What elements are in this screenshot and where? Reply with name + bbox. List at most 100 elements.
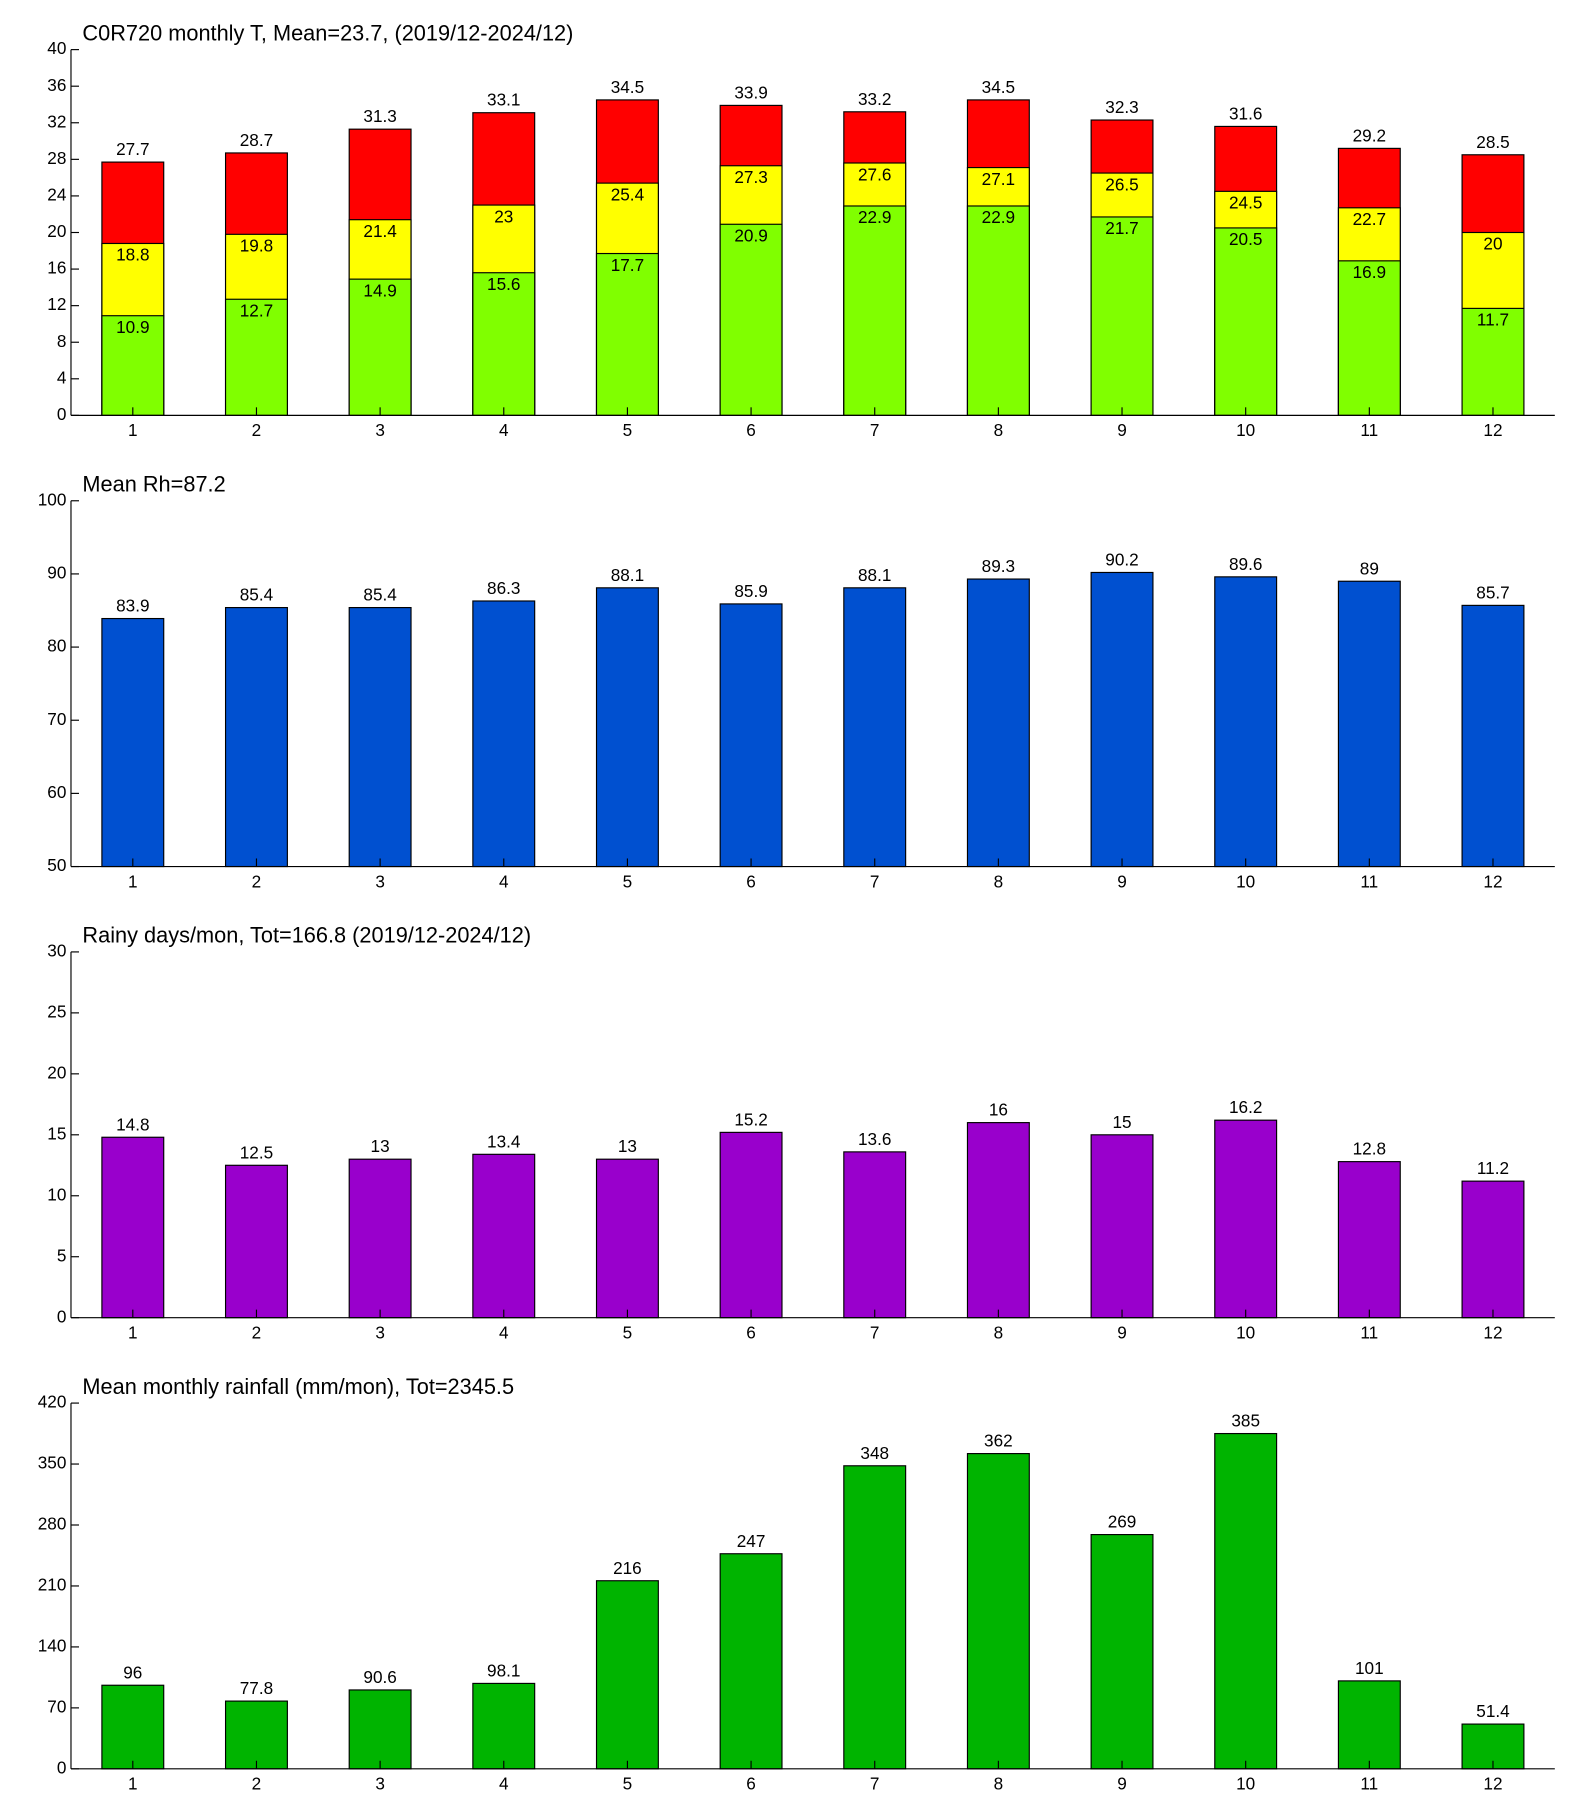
value-label: 17.7 — [611, 255, 644, 275]
bar — [1337, 1161, 1401, 1319]
value-label: 22.9 — [858, 207, 891, 227]
bar — [101, 1684, 165, 1770]
value-label: 77.8 — [240, 1678, 273, 1698]
value-label: 16.2 — [1229, 1097, 1262, 1117]
y-tick-label: 70 — [47, 709, 66, 729]
value-label: 88.1 — [858, 565, 891, 585]
bar — [1214, 227, 1278, 416]
bar — [224, 1700, 288, 1770]
x-tick-label: 4 — [499, 420, 509, 440]
value-label: 90.6 — [363, 1667, 396, 1687]
y-tick-label: 0 — [57, 1306, 67, 1326]
value-label: 89 — [1360, 558, 1379, 578]
value-label: 51.4 — [1476, 1701, 1510, 1721]
y-tick-label: 420 — [38, 1392, 67, 1412]
y-tick-label: 70 — [47, 1696, 66, 1716]
value-label: 13.4 — [487, 1131, 521, 1151]
x-tick-label: 3 — [375, 420, 385, 440]
value-label: 21.4 — [363, 221, 397, 241]
y-tick-label: 16 — [47, 258, 66, 278]
bar — [843, 587, 907, 868]
y-tick-label: 10 — [47, 1184, 66, 1204]
bar — [348, 1689, 412, 1770]
bar — [472, 600, 536, 868]
bar — [719, 603, 783, 868]
value-label: 10.9 — [116, 317, 149, 337]
y-tick-label: 20 — [47, 221, 66, 241]
value-label: 101 — [1355, 1658, 1384, 1678]
bar — [1090, 571, 1154, 868]
value-label: 12.7 — [240, 300, 273, 320]
value-label: 247 — [737, 1531, 766, 1551]
value-label: 85.4 — [363, 585, 397, 605]
x-tick-label: 11 — [1360, 871, 1378, 891]
x-tick-label: 12 — [1483, 1774, 1502, 1794]
x-tick-label: 10 — [1236, 1774, 1255, 1794]
value-label: 362 — [984, 1431, 1013, 1451]
x-tick-label: 10 — [1236, 420, 1255, 440]
y-tick-label: 25 — [47, 1001, 66, 1021]
x-tick-label: 4 — [499, 1322, 509, 1342]
x-tick-label: 3 — [375, 1322, 385, 1342]
value-label: 14.9 — [363, 280, 396, 300]
x-tick-label: 6 — [746, 1774, 756, 1794]
value-label: 385 — [1231, 1411, 1260, 1431]
value-label: 27.3 — [734, 167, 767, 187]
value-label: 27.6 — [858, 164, 891, 184]
value-label: 86.3 — [487, 578, 520, 598]
x-tick-label: 1 — [128, 1322, 138, 1342]
bar — [348, 606, 412, 868]
y-tick-label: 8 — [57, 331, 67, 351]
y-tick-label: 0 — [57, 404, 67, 424]
bar — [966, 1453, 1030, 1770]
x-tick-label: 7 — [870, 1322, 880, 1342]
bar — [1214, 576, 1278, 868]
value-label: 26.5 — [1105, 174, 1138, 194]
value-label: 89.6 — [1229, 554, 1262, 574]
x-tick-label: 8 — [994, 1774, 1004, 1794]
bar — [224, 1164, 288, 1319]
value-label: 85.7 — [1476, 582, 1509, 602]
x-tick-label: 6 — [746, 871, 756, 891]
x-tick-label: 9 — [1117, 1774, 1127, 1794]
x-tick-label: 5 — [623, 1774, 633, 1794]
bar — [348, 278, 412, 416]
bar — [719, 1553, 783, 1770]
x-tick-label: 2 — [252, 871, 262, 891]
value-label: 33.9 — [734, 82, 767, 102]
value-label: 85.9 — [734, 581, 767, 601]
value-label: 22.9 — [982, 207, 1015, 227]
bar — [1090, 216, 1154, 416]
value-label: 11.2 — [1477, 1158, 1509, 1178]
y-tick-label: 90 — [47, 562, 66, 582]
bar — [966, 578, 1030, 868]
x-tick-label: 1 — [128, 1774, 138, 1794]
x-tick-label: 9 — [1117, 871, 1127, 891]
value-label: 23 — [494, 206, 513, 226]
y-tick-label: 350 — [38, 1453, 67, 1473]
value-label: 18.8 — [116, 245, 149, 265]
bar — [843, 1151, 907, 1319]
x-tick-label: 8 — [994, 420, 1004, 440]
x-tick-label: 5 — [623, 420, 633, 440]
x-tick-label: 12 — [1483, 1322, 1502, 1342]
x-tick-label: 9 — [1117, 1322, 1127, 1342]
bar — [843, 205, 907, 416]
bar — [1337, 580, 1401, 868]
x-tick-label: 4 — [499, 871, 509, 891]
bar — [1461, 604, 1525, 868]
value-label: 29.2 — [1353, 125, 1386, 145]
bar — [595, 252, 659, 416]
y-tick-label: 0 — [57, 1757, 67, 1777]
value-label: 20.9 — [734, 225, 767, 245]
value-label: 13.6 — [858, 1129, 891, 1149]
bar — [1214, 1432, 1278, 1770]
value-label: 216 — [613, 1558, 642, 1578]
value-label: 28.5 — [1476, 132, 1509, 152]
value-label: 20.5 — [1229, 229, 1262, 249]
bar — [719, 1131, 783, 1319]
value-label: 12.5 — [240, 1142, 273, 1162]
chart-title: Mean monthly rainfall (mm/mon), Tot=2345… — [82, 1374, 514, 1399]
value-label: 13 — [371, 1136, 390, 1156]
